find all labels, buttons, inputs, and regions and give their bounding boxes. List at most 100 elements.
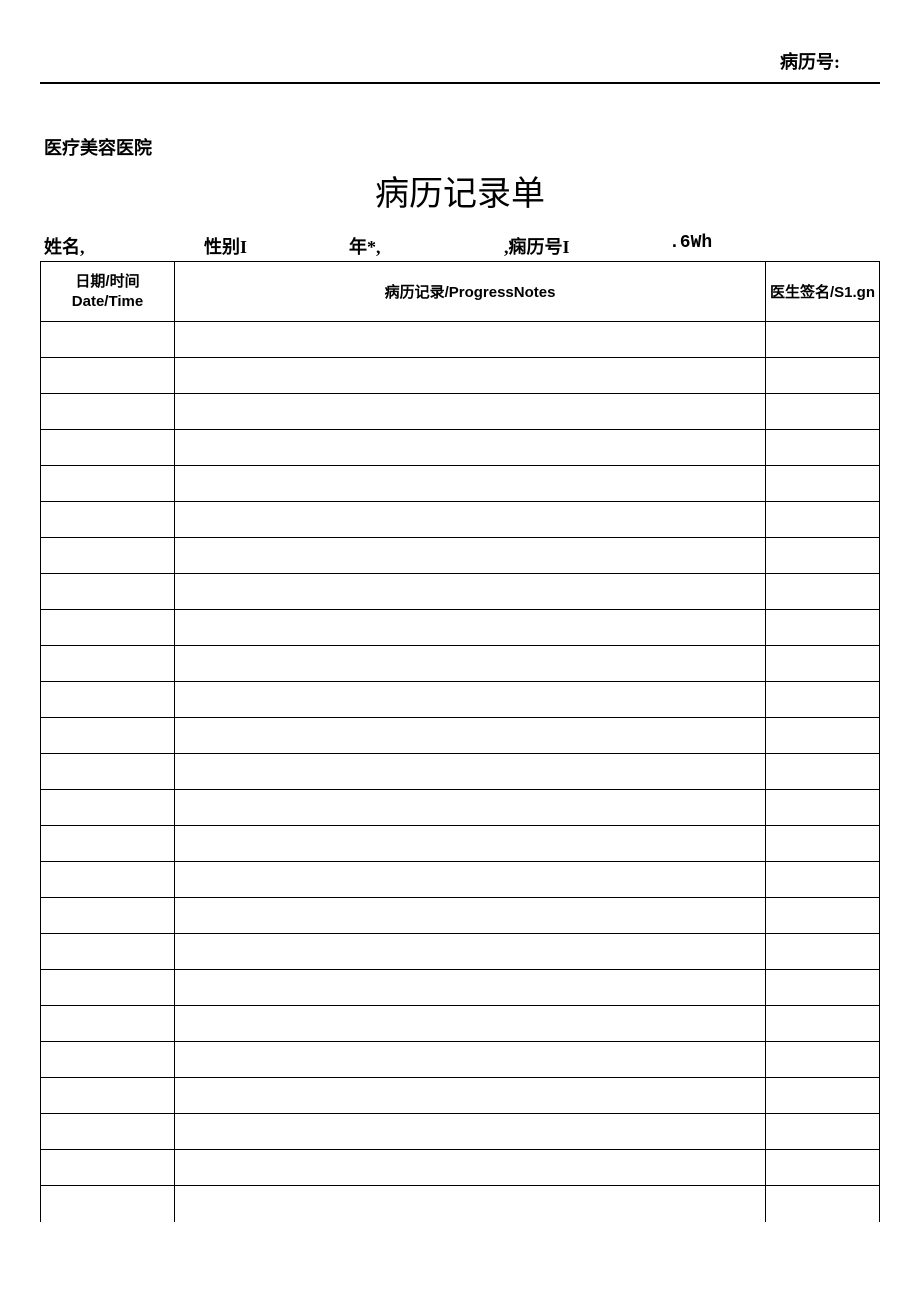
table-cell [766,718,880,754]
table-cell [41,502,175,538]
table-cell [41,646,175,682]
table-cell [175,1186,766,1222]
table-row [41,538,880,574]
table-cell [41,898,175,934]
table-cell [41,826,175,862]
main-title: 病历记录单 [40,166,880,215]
table-cell [766,610,880,646]
table-cell [766,862,880,898]
table-cell [41,970,175,1006]
table-cell [766,430,880,466]
record-id-label: ,痫历号I [504,233,669,259]
table-cell [766,1042,880,1078]
table-cell [766,502,880,538]
table-cell [175,610,766,646]
table-cell [175,466,766,502]
table-cell [766,322,880,358]
top-header: 病历号: [40,48,880,82]
table-cell [766,754,880,790]
table-cell [766,826,880,862]
table-cell [766,466,880,502]
table-row [41,1042,880,1078]
table-cell [175,826,766,862]
table-cell [175,970,766,1006]
table-row [41,718,880,754]
table-row [41,862,880,898]
table-row [41,970,880,1006]
table-cell [766,898,880,934]
table-cell [41,466,175,502]
table-cell [41,322,175,358]
table-cell [766,538,880,574]
table-cell [766,1150,880,1186]
table-row [41,646,880,682]
table-cell [175,934,766,970]
table-row [41,1114,880,1150]
table-cell [175,358,766,394]
table-cell [175,1114,766,1150]
table-row [41,358,880,394]
table-row [41,754,880,790]
table-cell [766,682,880,718]
table-cell [175,574,766,610]
table-header-row: 日期/时间 Date/Time 病历记录/ProgressNotes 医生签名/… [41,262,880,322]
col-header-signature: 医生签名/S1.gn [766,262,880,322]
table-row [41,466,880,502]
table-cell [41,1078,175,1114]
table-cell [175,790,766,826]
table-cell [766,574,880,610]
hospital-name: 医疗美容医院 [40,134,880,160]
table-cell [41,538,175,574]
table-cell [766,1186,880,1222]
table-cell [41,682,175,718]
table-cell [41,1114,175,1150]
table-cell [766,646,880,682]
table-cell [41,754,175,790]
table-cell [175,1006,766,1042]
table-cell [41,862,175,898]
table-cell [41,934,175,970]
table-cell [41,574,175,610]
table-cell [175,394,766,430]
table-cell [41,394,175,430]
table-cell [175,682,766,718]
table-cell [766,790,880,826]
table-cell [41,1150,175,1186]
table-row [41,502,880,538]
table-cell [41,718,175,754]
patient-info-row: 姓名, 性别I 年*, ,痫历号I .6Wh [40,233,880,259]
table-cell [175,1078,766,1114]
table-cell [766,934,880,970]
table-row [41,790,880,826]
table-row [41,826,880,862]
table-row [41,934,880,970]
record-tbody [41,322,880,1222]
table-cell [41,610,175,646]
table-cell [41,1042,175,1078]
col-header-datetime: 日期/时间 Date/Time [41,262,175,322]
table-cell [175,538,766,574]
table-row [41,394,880,430]
table-row [41,682,880,718]
table-row [41,322,880,358]
table-cell [175,718,766,754]
table-cell [41,1006,175,1042]
table-cell [41,358,175,394]
table-row [41,430,880,466]
wh-label: .6Wh [669,233,712,259]
table-cell [175,862,766,898]
name-label: 姓名, [44,233,204,259]
table-cell [175,430,766,466]
table-cell [41,1186,175,1222]
table-row [41,1150,880,1186]
gender-label: 性别I [204,233,349,259]
table-row [41,1006,880,1042]
table-cell [41,790,175,826]
record-number-label: 病历号: [780,48,840,74]
table-row [41,574,880,610]
table-cell [766,358,880,394]
table-row [41,610,880,646]
record-table: 日期/时间 Date/Time 病历记录/ProgressNotes 医生签名/… [40,261,880,1222]
table-cell [766,1006,880,1042]
top-divider [40,82,880,84]
